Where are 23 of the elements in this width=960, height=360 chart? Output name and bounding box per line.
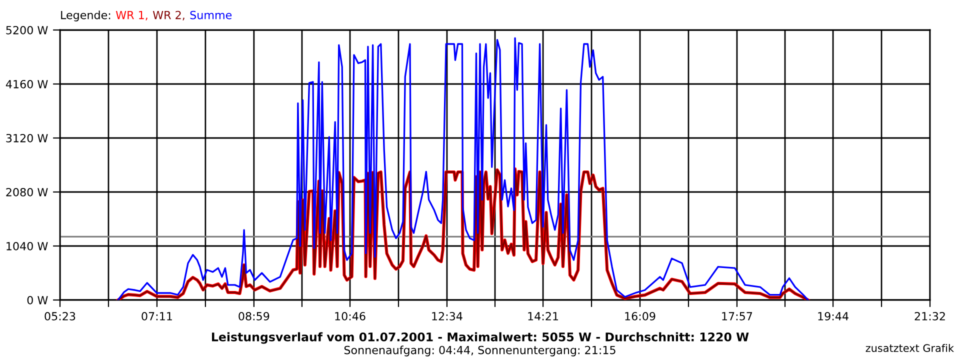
- x-tick-label: 10:46: [335, 312, 366, 320]
- x-tick-label: 21:32: [914, 312, 945, 320]
- y-tick-label: 5200 W: [6, 26, 48, 34]
- x-tick-label: 19:44: [818, 312, 848, 320]
- y-tick-label: 2080 W: [6, 188, 48, 196]
- text: zusatztext Grafik: [866, 344, 954, 352]
- y-tick-label: 1040 W: [6, 242, 48, 250]
- text: Sonnenaufgang: 04:44, Sonnenuntergang: 21:15: [344, 346, 616, 356]
- x-tick-label: 07:11: [142, 312, 172, 320]
- text: WR 2,: [152, 10, 184, 20]
- text: Leistungsverlauf vom 01.07.2001 - Maximalwert: 5055 W - Durchschnitt: 1220 W: [212, 332, 749, 344]
- x-tick-label: 08:59: [238, 312, 270, 320]
- y-tick-label: 3120 W: [6, 134, 48, 142]
- y-tick-label: 4160 W: [6, 80, 48, 88]
- x-tick-label: 12:34: [432, 312, 462, 320]
- text: WR 1,: [116, 10, 148, 20]
- x-tick-label: 14:21: [528, 312, 558, 320]
- x-tick-label: 16:09: [625, 312, 656, 320]
- x-tick-label: 17:57: [722, 312, 752, 320]
- y-tick-label: 0 W: [27, 296, 48, 304]
- x-tick-label: 05:23: [44, 312, 76, 320]
- text: Summe: [190, 10, 232, 20]
- legend-title: Legende:: [61, 10, 110, 22]
